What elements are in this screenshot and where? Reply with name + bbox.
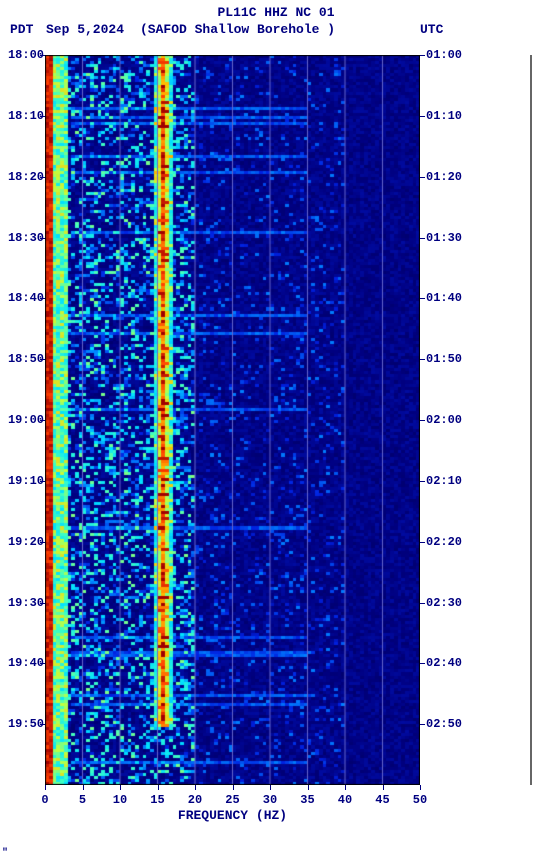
y-tick-mark-right (420, 420, 425, 421)
x-tick-label: 10 (105, 793, 135, 807)
x-tick-label: 15 (143, 793, 173, 807)
x-tick-mark (195, 785, 196, 790)
x-tick-mark (45, 785, 46, 790)
y-tick-label-right: 02:00 (426, 413, 462, 427)
x-tick-label: 40 (330, 793, 360, 807)
y-tick-label-right: 01:20 (426, 170, 462, 184)
tz-right-label: UTC (420, 22, 443, 37)
y-tick-label-right: 01:10 (426, 109, 462, 123)
y-tick-mark-right (420, 298, 425, 299)
y-tick-label-right: 01:30 (426, 231, 462, 245)
y-tick-label-left: 19:40 (0, 656, 44, 670)
y-tick-label-left: 19:30 (0, 596, 44, 610)
tz-left-label: PDT (10, 22, 33, 37)
y-tick-mark-right (420, 177, 425, 178)
y-tick-label-right: 02:10 (426, 474, 462, 488)
x-tick-label: 35 (293, 793, 323, 807)
y-tick-label-left: 18:00 (0, 48, 44, 62)
x-tick-mark (233, 785, 234, 790)
x-tick-label: 5 (68, 793, 98, 807)
y-tick-label-left: 18:20 (0, 170, 44, 184)
y-tick-mark-right (420, 238, 425, 239)
footer-mark: " (2, 848, 8, 859)
y-tick-label-left: 18:40 (0, 291, 44, 305)
y-tick-label-left: 19:00 (0, 413, 44, 427)
y-tick-mark-right (420, 481, 425, 482)
y-tick-mark-right (420, 724, 425, 725)
y-tick-label-right: 02:50 (426, 717, 462, 731)
y-tick-label-right: 01:40 (426, 291, 462, 305)
x-tick-label: 50 (405, 793, 435, 807)
y-tick-mark-right (420, 663, 425, 664)
y-tick-label-left: 18:30 (0, 231, 44, 245)
x-tick-mark (383, 785, 384, 790)
y-tick-mark-right (420, 116, 425, 117)
y-tick-label-left: 18:10 (0, 109, 44, 123)
x-tick-mark (158, 785, 159, 790)
y-tick-mark-right (420, 359, 425, 360)
y-tick-label-left: 19:20 (0, 535, 44, 549)
x-tick-label: 30 (255, 793, 285, 807)
y-tick-label-right: 02:30 (426, 596, 462, 610)
x-tick-label: 20 (180, 793, 210, 807)
x-tick-mark (345, 785, 346, 790)
x-tick-label: 25 (218, 793, 248, 807)
y-tick-label-left: 19:10 (0, 474, 44, 488)
x-tick-mark (120, 785, 121, 790)
chart-title-line1: PL11C HHZ NC 01 (0, 5, 552, 20)
y-tick-label-left: 18:50 (0, 352, 44, 366)
amplitude-sidebar (530, 55, 532, 785)
x-axis-label: FREQUENCY (HZ) (45, 808, 420, 823)
station-label: (SAFOD Shallow Borehole ) (140, 22, 335, 37)
y-tick-mark-right (420, 542, 425, 543)
y-tick-mark-right (420, 603, 425, 604)
x-tick-label: 0 (30, 793, 60, 807)
x-tick-mark (308, 785, 309, 790)
y-tick-mark-right (420, 55, 425, 56)
x-tick-mark (83, 785, 84, 790)
y-tick-label-left: 19:50 (0, 717, 44, 731)
date-label: Sep 5,2024 (46, 22, 124, 37)
x-tick-mark (420, 785, 421, 790)
y-tick-label-right: 01:50 (426, 352, 462, 366)
spectrogram-canvas (45, 55, 420, 785)
y-tick-label-right: 01:00 (426, 48, 462, 62)
x-tick-mark (270, 785, 271, 790)
y-tick-label-right: 02:20 (426, 535, 462, 549)
y-tick-label-right: 02:40 (426, 656, 462, 670)
x-tick-label: 45 (368, 793, 398, 807)
